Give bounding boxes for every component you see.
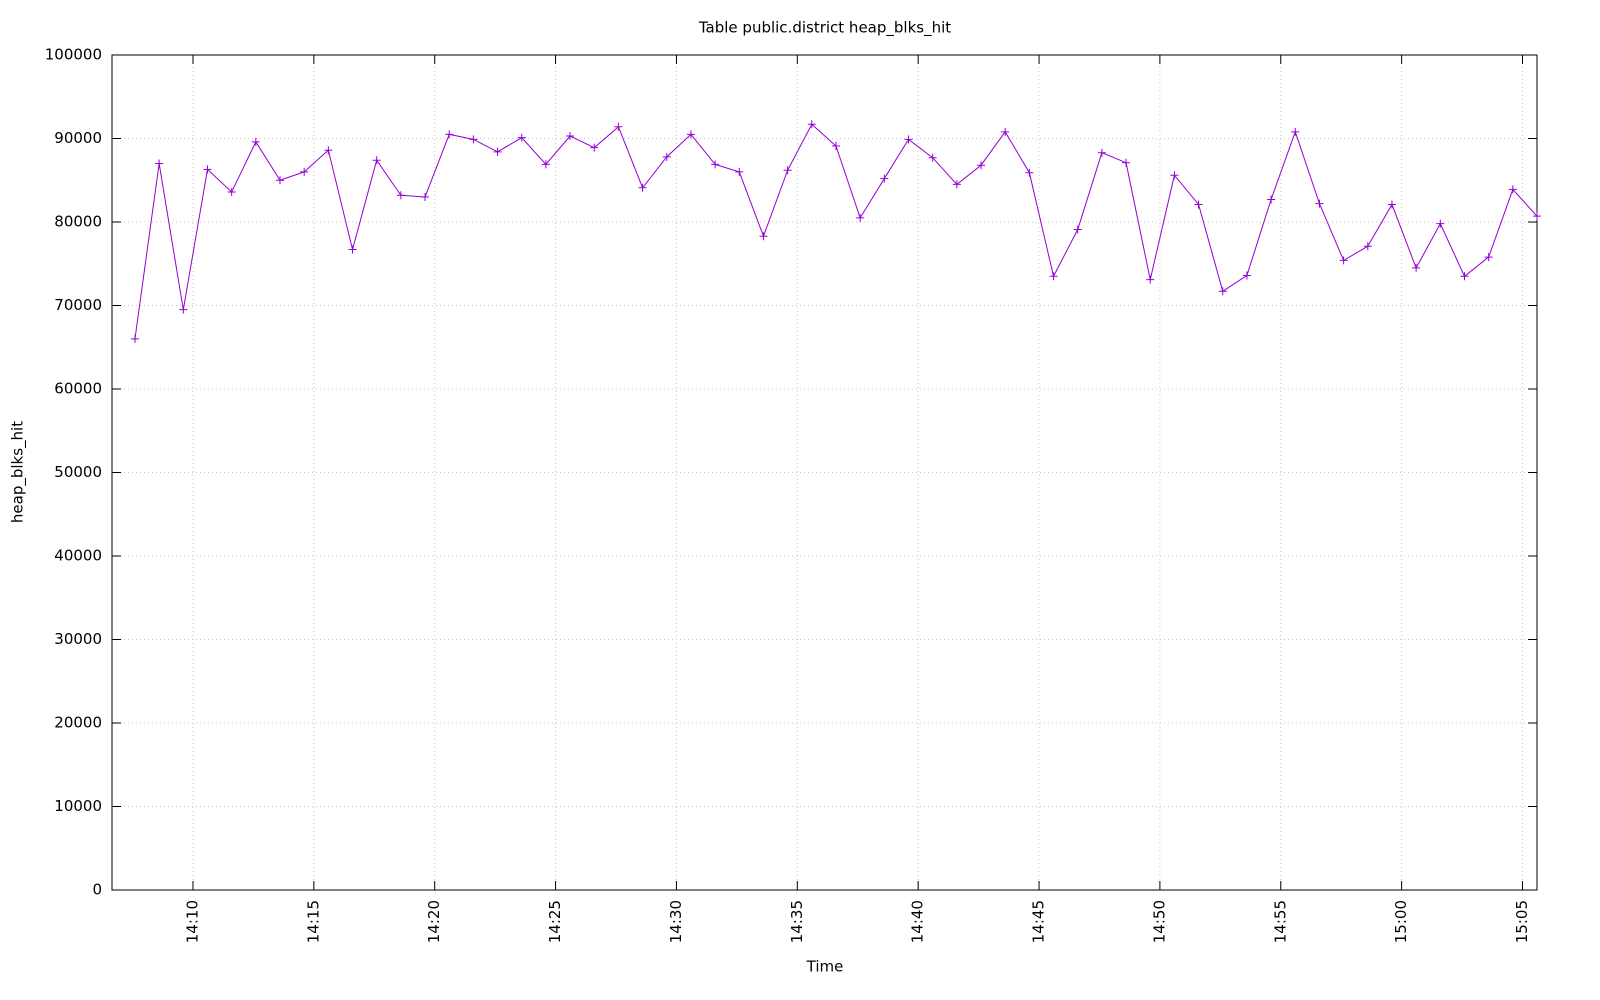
y-tick-label: 80000 (54, 213, 102, 231)
data-point (276, 176, 285, 185)
plot-frame (111, 54, 1538, 891)
data-point (807, 120, 816, 129)
x-tick-label: 14:30 (667, 900, 685, 943)
data-point (1291, 127, 1300, 136)
y-tick-label: 100000 (45, 46, 102, 64)
data-point (541, 160, 550, 169)
data-point (1387, 200, 1396, 209)
x-tick-label: 15:00 (1392, 900, 1410, 943)
data-point (1218, 287, 1227, 296)
data-point (1025, 168, 1034, 177)
data-point (590, 143, 599, 152)
data-point (1122, 158, 1131, 167)
data-point (251, 137, 260, 146)
data-point (324, 146, 333, 155)
data-point (445, 130, 454, 139)
data-point (421, 192, 430, 201)
data-point (1436, 219, 1445, 228)
data-point (348, 245, 357, 254)
y-tick-label: 60000 (54, 380, 102, 398)
data-point (952, 180, 961, 189)
data-point (904, 135, 913, 144)
data-point (735, 167, 744, 176)
data-point (1484, 253, 1493, 262)
data-point (1460, 272, 1469, 281)
y-tick-label: 90000 (54, 129, 102, 147)
data-point (638, 183, 647, 192)
data-point (614, 122, 623, 131)
data-point (662, 152, 671, 161)
x-tick-label: 14:45 (1030, 900, 1048, 943)
y-tick-label: 40000 (54, 547, 102, 565)
data-point (130, 334, 139, 343)
data-point (783, 166, 792, 175)
data-point (1170, 171, 1179, 180)
x-tick-label: 14:35 (788, 900, 806, 943)
data-point (203, 165, 212, 174)
data-point (469, 135, 478, 144)
y-tick-label: 70000 (54, 296, 102, 314)
data-point (1412, 263, 1421, 272)
data-point (566, 131, 575, 140)
x-tick-label: 14:15 (304, 900, 322, 943)
x-tick-label: 14:25 (546, 900, 564, 943)
data-point (1146, 275, 1155, 284)
data-point (831, 142, 840, 151)
y-tick-label: 20000 (54, 714, 102, 732)
x-tick-label: 14:10 (183, 900, 201, 943)
data-point (1073, 225, 1082, 234)
data-point (1315, 199, 1324, 208)
data-point (1267, 195, 1276, 204)
data-point (1533, 212, 1541, 221)
x-tick-label: 15:05 (1513, 900, 1531, 943)
data-point (1242, 271, 1251, 280)
data-point (1049, 272, 1058, 281)
x-tick-label: 14:20 (425, 900, 443, 943)
y-axis-label: heap_blks_hit (9, 421, 28, 523)
data-point (300, 167, 309, 176)
data-point (1194, 200, 1203, 209)
data-point (396, 191, 405, 200)
x-axis-label: Time (806, 958, 844, 976)
data-point (517, 133, 526, 142)
data-point (179, 305, 188, 314)
x-tick-label: 14:50 (1150, 900, 1168, 943)
data-point (493, 147, 502, 156)
y-tick-label: 50000 (54, 463, 102, 481)
x-tick-label: 14:55 (1271, 900, 1289, 943)
data-point (759, 232, 768, 241)
data-point (1339, 256, 1348, 265)
data-point (880, 174, 889, 183)
y-tick-label: 10000 (54, 797, 102, 815)
data-point (155, 159, 164, 168)
data-point (856, 213, 865, 222)
data-point (1001, 127, 1010, 136)
chart-title: Table public.district heap_blks_hit (698, 19, 951, 38)
data-point (928, 153, 937, 162)
y-tick-label: 0 (92, 881, 102, 899)
data-point (227, 187, 236, 196)
data-point (372, 156, 381, 165)
data-point (1508, 185, 1517, 194)
data-line (134, 123, 1538, 339)
data-point (1097, 148, 1106, 157)
y-tick-label: 30000 (54, 630, 102, 648)
x-tick-label: 14:40 (909, 900, 927, 943)
data-point (711, 160, 720, 169)
data-point (1363, 242, 1372, 251)
data-point (977, 161, 986, 170)
data-point (686, 130, 695, 139)
